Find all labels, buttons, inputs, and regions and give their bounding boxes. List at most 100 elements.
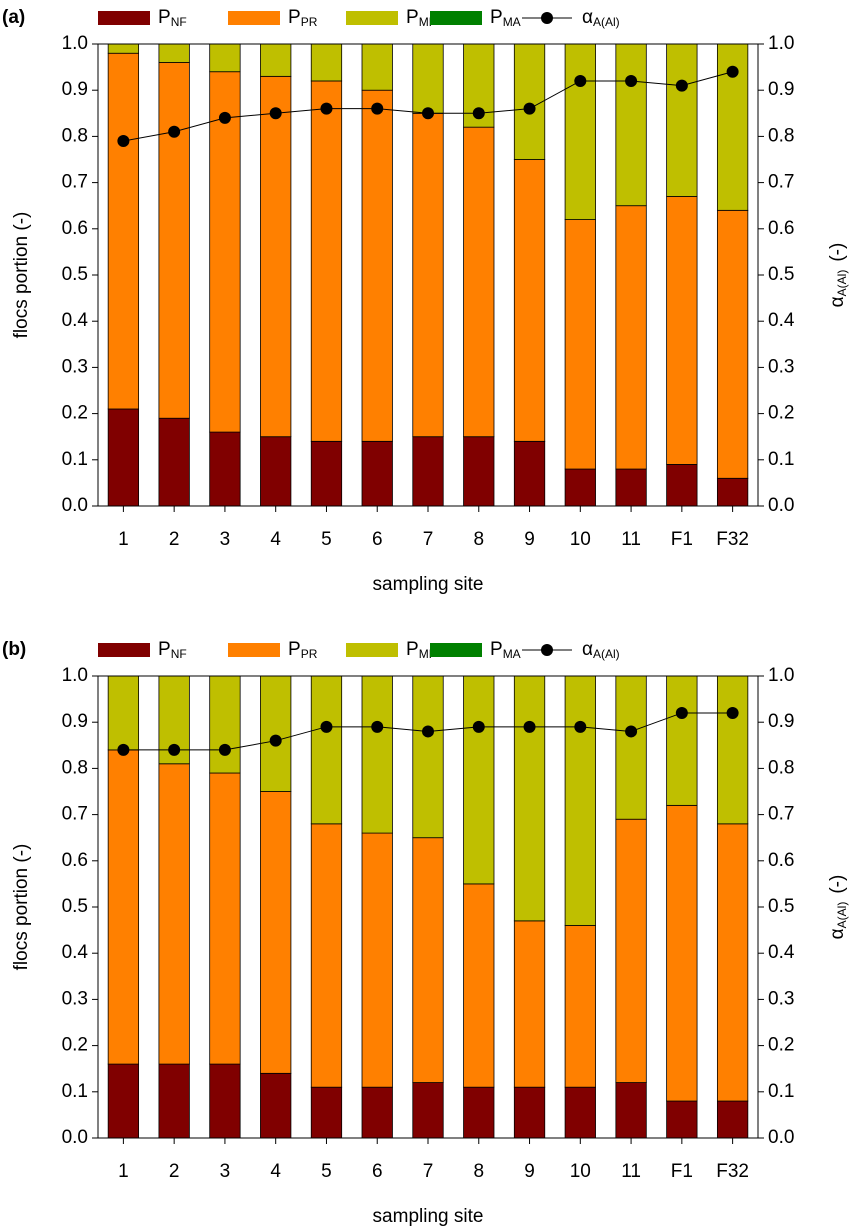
bar-segment — [716, 675, 749, 825]
legend-name: P — [288, 639, 301, 660]
legend-swatch — [346, 643, 398, 657]
y2-tick-label: 0.5 — [768, 264, 794, 285]
legend-name: P — [288, 7, 301, 28]
y-tick-label: 0.1 — [62, 449, 88, 470]
legend-subscript: PR — [301, 647, 318, 661]
x-tick-label: F1 — [671, 1161, 693, 1182]
bar-segment — [716, 823, 749, 1102]
y-tick-label: 0.7 — [62, 172, 88, 193]
x-tick-label: 4 — [270, 1161, 281, 1182]
bar-segment — [513, 43, 546, 160]
x-tick-label: 10 — [570, 529, 591, 550]
y2-label-sub: A(Al) — [835, 902, 849, 929]
bar-segment — [209, 772, 241, 1065]
bar-segment — [716, 209, 749, 479]
bar-segment — [361, 832, 393, 1088]
x-tick-label: 2 — [169, 1161, 180, 1182]
y2-tick-label: 0.4 — [768, 310, 795, 331]
x-tick-label: F32 — [716, 1161, 749, 1182]
legend-subscript: NF — [171, 15, 187, 29]
bar-segment — [107, 43, 140, 54]
x-tick-label: 7 — [423, 1161, 434, 1182]
bar-segment — [310, 440, 343, 507]
y2-tick-label: 0.9 — [768, 79, 794, 100]
bar-segment — [361, 89, 393, 442]
legend-swatch — [430, 643, 482, 657]
y2-label-sub: A(Al) — [835, 270, 849, 297]
bar-segment — [412, 43, 444, 114]
bar-segment — [666, 43, 698, 197]
x-axis-label: sampling site — [373, 574, 484, 595]
marker — [523, 102, 536, 115]
y-tick-label: 0.4 — [62, 942, 89, 963]
bar-segment — [513, 920, 546, 1088]
bar-segment — [463, 675, 495, 885]
bar-segment — [310, 43, 343, 82]
x-tick-label: 11 — [621, 529, 641, 550]
x-tick-label: 7 — [423, 529, 434, 550]
bar-segment — [564, 925, 596, 1088]
y-axis-label: flocs portion (-) — [11, 212, 32, 339]
legend-name: P — [406, 639, 419, 660]
x-tick-label: 5 — [321, 1161, 332, 1182]
panel-label: (b) — [2, 639, 26, 660]
y-tick-label: 0.6 — [62, 218, 88, 239]
y2-tick-label: 0.1 — [768, 1081, 794, 1102]
y2-tick-label: 0.3 — [768, 356, 794, 377]
y-axis-label: flocs portion (-) — [11, 844, 32, 971]
panel-label: (a) — [2, 7, 25, 28]
bar-segment — [361, 43, 393, 91]
marker — [218, 743, 231, 756]
legend-label: PMA — [490, 639, 521, 661]
marker — [625, 725, 638, 738]
legend-swatch — [430, 11, 482, 25]
y2-tick-label: 0.7 — [768, 172, 794, 193]
marker — [269, 107, 282, 120]
marker — [726, 65, 739, 78]
y-tick-label: 0.4 — [62, 310, 89, 331]
bar-segment — [666, 464, 698, 507]
bar-segment — [666, 196, 698, 465]
legend-swatch — [228, 11, 280, 25]
y2-tick-label: 1.0 — [768, 33, 794, 54]
x-tick-label: 6 — [372, 529, 383, 550]
marker — [168, 743, 181, 756]
legend-subscript: PR — [301, 15, 318, 29]
bar-segment — [463, 1086, 495, 1139]
legend-label: PMI — [406, 7, 432, 29]
y-tick-label: 0.5 — [62, 264, 88, 285]
legend-label: PMA — [490, 7, 521, 29]
marker — [472, 107, 485, 120]
bar-segment — [615, 43, 647, 207]
legend-swatch — [98, 643, 150, 657]
x-tick-label: F1 — [671, 529, 693, 550]
x-tick-label: 8 — [473, 529, 484, 550]
x-tick-label: 5 — [321, 529, 332, 550]
bar-segment — [513, 440, 546, 507]
bar-segment — [158, 1063, 190, 1139]
bar-segment — [209, 1063, 241, 1139]
y-tick-label: 0.2 — [62, 1035, 88, 1056]
bar-segment — [463, 126, 495, 438]
x-tick-label: 10 — [570, 1161, 591, 1182]
y-tick-label: 1.0 — [62, 33, 88, 54]
bar-segment — [209, 71, 241, 433]
marker — [675, 706, 688, 719]
bar-segment — [615, 818, 647, 1083]
legend-name: P — [158, 639, 171, 660]
x-tick-label: 3 — [220, 1161, 231, 1182]
legend-marker — [541, 644, 553, 656]
bar-segment — [310, 823, 343, 1088]
x-tick-label: 8 — [473, 1161, 484, 1182]
bar-segment — [209, 43, 241, 73]
y2-tick-label: 0.6 — [768, 850, 794, 871]
x-tick-label: 2 — [169, 529, 180, 550]
bar-segment — [412, 436, 444, 507]
bar-segment — [361, 675, 393, 834]
x-tick-label: 4 — [270, 529, 281, 550]
bar-segment — [564, 219, 596, 470]
bar-segment — [107, 52, 140, 410]
bar-segment — [716, 1100, 749, 1139]
bar-segment — [513, 675, 546, 922]
bar-segment — [666, 804, 698, 1102]
